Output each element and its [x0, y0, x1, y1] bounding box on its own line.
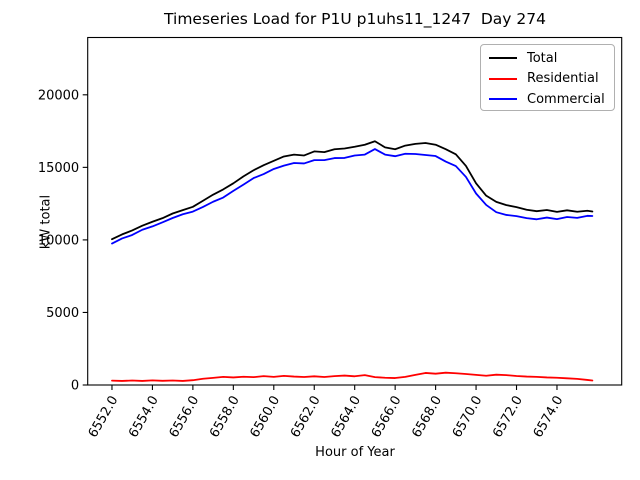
x-tick-label: 6572.0: [490, 394, 526, 441]
chart-title: Timeseries Load for P1U p1uhs11_1247 Day…: [164, 10, 546, 28]
x-axis-label: Hour of Year: [315, 445, 395, 460]
series-total-line: [111, 140, 594, 241]
legend-entry-total: Total: [489, 48, 614, 69]
y-tick-label: 10000: [38, 233, 79, 248]
x-tick-label: 6560.0: [248, 394, 284, 441]
legend-entry-commercial: Commercial: [489, 89, 614, 110]
legend-label-total: Total: [527, 50, 558, 66]
total-line-sample-icon: [489, 57, 517, 60]
y-tick-label: 5000: [46, 306, 79, 321]
x-tick-label: 6556.0: [167, 394, 203, 441]
x-tick-label: 6574.0: [531, 394, 567, 441]
x-tick-label: 6558.0: [207, 394, 243, 441]
commercial-line-sample-icon: [489, 98, 517, 101]
y-tick-label: 20000: [38, 88, 79, 103]
y-axis-label: kW total: [38, 194, 54, 250]
x-tick-label: 6562.0: [288, 394, 324, 441]
legend-label-residential: Residential: [527, 71, 599, 87]
series-commercial-line: [111, 148, 594, 245]
legend-label-commercial: Commercial: [527, 91, 605, 107]
x-tick-label: 6566.0: [369, 394, 405, 441]
legend-entry-residential: Residential: [489, 69, 614, 90]
x-tick-label: 6564.0: [328, 394, 364, 441]
legend: Total Residential Commercial: [480, 44, 615, 111]
residential-line-sample-icon: [489, 77, 517, 80]
y-tick-label: 0: [71, 379, 79, 394]
x-tick-label: 6568.0: [409, 394, 445, 441]
x-tick-label: 6554.0: [126, 394, 162, 441]
x-tick-label: 6552.0: [86, 394, 122, 441]
y-tick-label: 15000: [38, 161, 79, 176]
x-tick-label: 6570.0: [450, 394, 486, 441]
series-residential-line: [111, 371, 594, 382]
